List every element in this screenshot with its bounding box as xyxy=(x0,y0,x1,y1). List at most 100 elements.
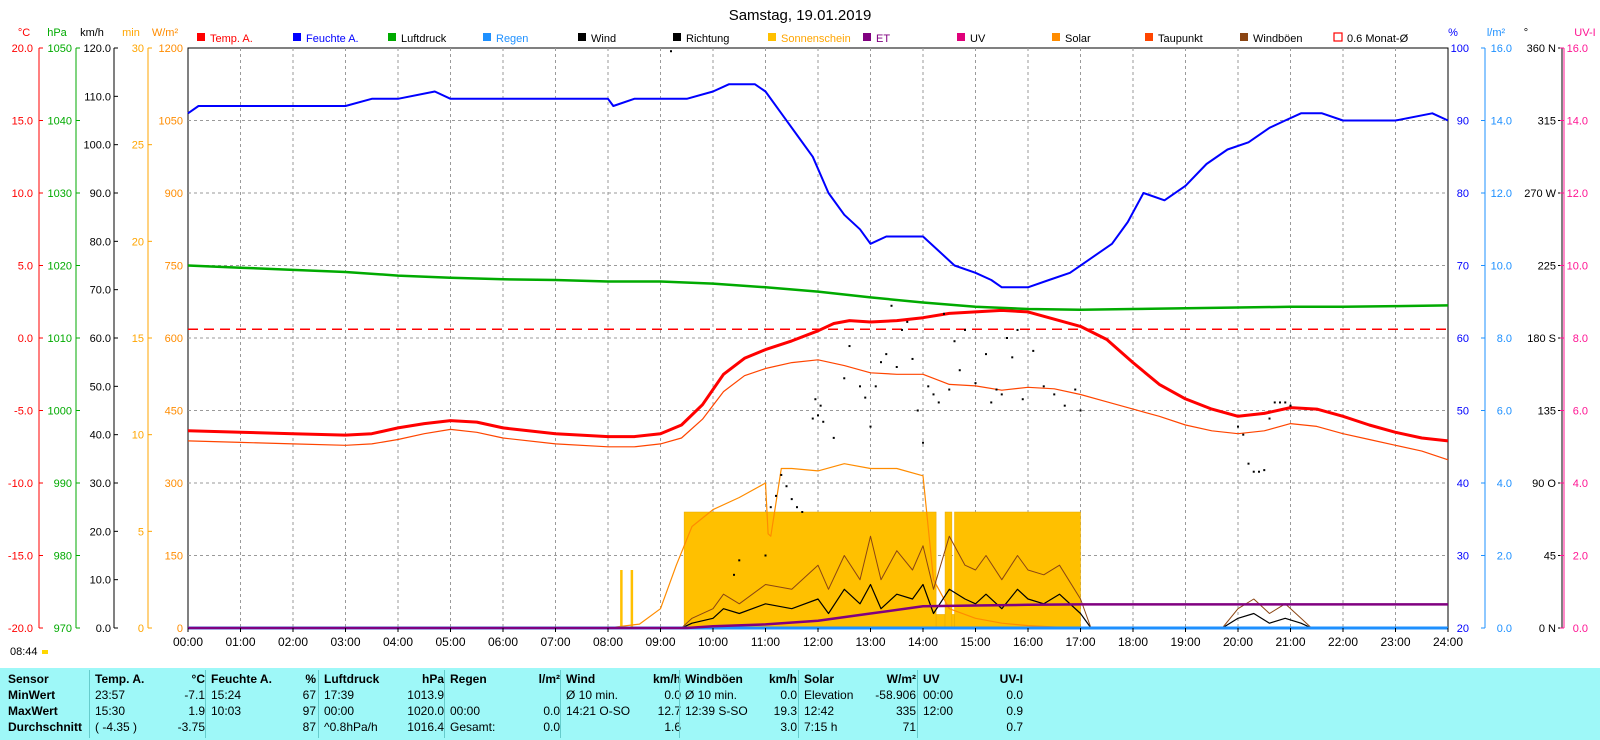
legend-swatch-dir xyxy=(673,33,681,41)
direction-point xyxy=(1289,404,1292,407)
hum-axis-tick: 80 xyxy=(1457,188,1469,200)
table-cell-time: ^0.8hPa/h xyxy=(324,720,378,734)
direction-point xyxy=(974,382,977,385)
table-header-unit-5: km/h xyxy=(652,672,681,686)
direction-point xyxy=(1263,469,1266,472)
sunshine-bar xyxy=(954,511,1081,629)
axis-unit-label: ° xyxy=(1524,27,1528,39)
sunshine-spike xyxy=(630,570,634,628)
hum-axis-tick: 30 xyxy=(1457,551,1469,563)
series-line-et xyxy=(188,603,1448,630)
legend-label-uv: UV xyxy=(970,33,986,45)
sunmin-axis-tick: 25 xyxy=(132,140,144,152)
axis-unit-label: UV-I xyxy=(1574,27,1595,39)
dir-axis-tick: 270 W xyxy=(1524,188,1556,200)
table-header-8: UV xyxy=(923,672,940,686)
legend-swatch-hum xyxy=(293,33,301,41)
temp-axis-tick: -5.0 xyxy=(14,406,33,418)
x-tick-label: 18:00 xyxy=(1118,635,1148,649)
table-cell-time: 15:30 xyxy=(95,704,126,718)
dir-axis-tick: 315 xyxy=(1538,116,1556,128)
wind-axis-tick: 30.0 xyxy=(90,478,111,490)
hum-axis-tick: 90 xyxy=(1457,116,1469,128)
x-tick-label: 11:00 xyxy=(751,635,780,649)
direction-point xyxy=(785,485,788,488)
hum-axis-tick: 40 xyxy=(1457,478,1469,490)
sunshine-bar xyxy=(683,511,937,629)
table-cell-value: 1.6 xyxy=(664,720,681,734)
table-cell-time: 12:42 xyxy=(804,704,835,718)
direction-point xyxy=(922,441,924,444)
direction-point xyxy=(964,328,966,331)
wind-axis-tick: 90.0 xyxy=(90,188,111,200)
direction-point xyxy=(775,494,777,497)
table-cell-time: 17:39 xyxy=(324,688,355,702)
uv-axis-tick: 0.0 xyxy=(1573,623,1588,635)
table-cell-value: 1.9 xyxy=(188,704,205,718)
legend-label-dew: Taupunkt xyxy=(1158,33,1203,45)
direction-point xyxy=(1279,401,1281,404)
table-cell-value: 67 xyxy=(302,688,316,702)
table-cell-value: -3.75 xyxy=(177,720,205,734)
dir-axis-tick: 45 xyxy=(1544,551,1556,563)
legend-label-sun: Sonnenschein xyxy=(781,33,851,45)
table-cell-time: 12:00 xyxy=(923,704,954,718)
axis-units: °C hPa km/h min W/m²% l/m² ° UV-I xyxy=(18,27,1596,39)
solar-axis-tick: 900 xyxy=(165,188,183,200)
axis-unit-label: % xyxy=(1448,27,1458,39)
temp-axis-tick: 0.0 xyxy=(18,333,33,345)
direction-point xyxy=(1000,393,1003,396)
wind-axis-tick: 0.0 xyxy=(96,623,111,635)
wind-axis-tick: 80.0 xyxy=(90,236,111,248)
table-header-unit-1: °C xyxy=(191,672,205,686)
direction-point xyxy=(670,50,672,53)
x-tick-label: 05:00 xyxy=(435,635,465,649)
rain-axis-tick: 16.0 xyxy=(1491,43,1512,55)
table-header-unit-8: UV-I xyxy=(999,672,1023,686)
x-tick-label: 22:00 xyxy=(1328,635,1358,649)
press-axis-tick: 1020 xyxy=(48,261,72,273)
table-cell-time: ( -4.35 ) xyxy=(95,720,138,734)
weather-chart: Samstag, 19.01.2019 Temp. A. Feuchte A. Lu… xyxy=(8,7,1596,658)
table-row-label: MinWert xyxy=(8,688,56,702)
dir-axis-tick: 0 N xyxy=(1539,623,1556,635)
x-tick-label: 10:00 xyxy=(698,635,728,649)
table-cell-value: 1016.4 xyxy=(407,720,444,734)
hum-axis-tick: 20 xyxy=(1457,623,1469,635)
table-cell-time: 14:21 O-SO xyxy=(566,704,631,718)
wind-axis-tick: 70.0 xyxy=(90,285,111,297)
direction-point xyxy=(1273,401,1276,404)
table-header-2: Feuchte A. xyxy=(211,672,272,686)
sunshine-bars xyxy=(620,511,1081,629)
x-tick-label: 15:00 xyxy=(960,635,990,649)
direction-point xyxy=(1247,462,1250,465)
series-line-hum xyxy=(187,83,1449,289)
rain-axis-tick: 14.0 xyxy=(1491,116,1512,128)
direction-point xyxy=(1006,337,1008,339)
direction-point xyxy=(880,361,882,364)
table-separator xyxy=(318,670,319,738)
uv-axis-tick: 6.0 xyxy=(1573,406,1588,418)
x-tick-label: 02:00 xyxy=(278,635,308,649)
direction-point xyxy=(895,366,898,368)
table-header-unit-3: hPa xyxy=(421,672,444,686)
temp-axis-tick: -15.0 xyxy=(8,551,33,563)
press-axis-tick: 980 xyxy=(54,551,72,563)
legend-swatch-avg xyxy=(1333,32,1343,42)
wind-axis-tick: 110.0 xyxy=(84,91,111,103)
table-cell-time: 00:00 xyxy=(324,704,355,718)
solar-axis-tick: 450 xyxy=(165,406,183,418)
wind-axis-tick: 20.0 xyxy=(90,526,111,538)
press-axis-tick: 1010 xyxy=(48,333,72,345)
sunmin-axis-tick: 20 xyxy=(132,236,144,248)
table-cell-value: 0.0 xyxy=(780,688,797,702)
x-tick-label: 21:00 xyxy=(1275,635,1305,649)
direction-point xyxy=(1016,328,1019,331)
table-cell-value: -58.906 xyxy=(875,688,916,702)
rain-axis-tick: 2.0 xyxy=(1497,551,1512,563)
press-axis-tick: 1040 xyxy=(48,116,72,128)
direction-point xyxy=(1011,356,1014,359)
direction-point xyxy=(764,554,767,557)
legend-label-et: ET xyxy=(876,33,890,45)
x-tick-label: 13:00 xyxy=(855,635,885,649)
